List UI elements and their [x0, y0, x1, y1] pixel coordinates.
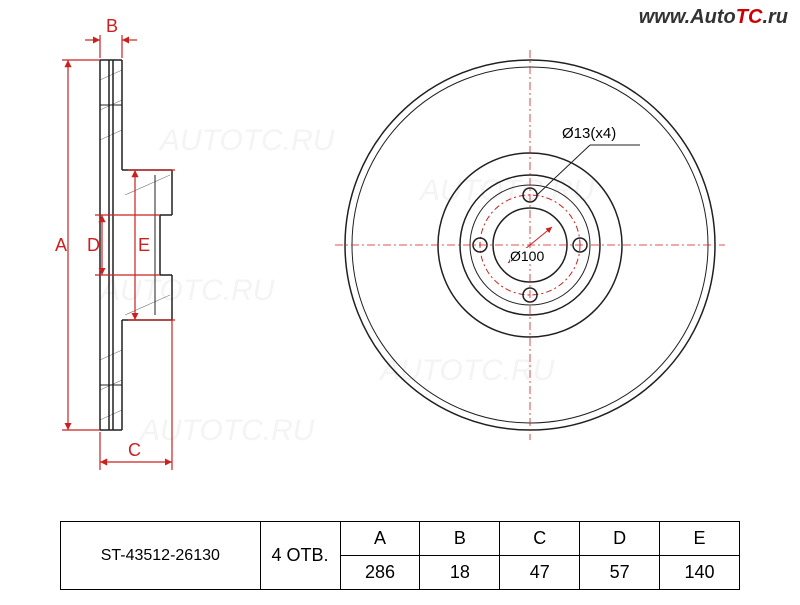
val-c: 47	[500, 556, 580, 590]
svg-text:AUTOTC.RU: AUTOTC.RU	[138, 414, 315, 447]
col-b: B	[420, 522, 500, 556]
val-b: 18	[420, 556, 500, 590]
table-header-row: ST-43512-26130 4 ОТВ. A B C D E	[61, 522, 740, 556]
val-e: 140	[660, 556, 740, 590]
dim-label-a: A	[55, 235, 67, 256]
dimension-table: ST-43512-26130 4 ОТВ. A B C D E 286 18 4…	[60, 521, 740, 590]
svg-text:AUTOTC.RU: AUTOTC.RU	[98, 274, 275, 307]
bolt-hole-callout: Ø13(x4)	[562, 125, 616, 142]
dim-label-b: B	[106, 16, 118, 37]
col-d: D	[580, 522, 660, 556]
val-a: 286	[340, 556, 420, 590]
dim-label-c: C	[128, 440, 141, 461]
svg-text:AUTOTC.RU: AUTOTC.RU	[378, 354, 555, 387]
dim-label-d: D	[87, 235, 100, 256]
col-c: C	[500, 522, 580, 556]
svg-text:AUTOTC.RU: AUTOTC.RU	[158, 124, 335, 157]
holes-count-cell: 4 ОТВ.	[260, 522, 340, 590]
part-number-cell: ST-43512-26130	[61, 522, 261, 590]
val-d: 57	[580, 556, 660, 590]
side-view	[100, 60, 172, 430]
dim-label-e: E	[138, 235, 150, 256]
technical-drawing: AUTOTC.RU AUTOTC.RU AUTOTC.RU AUTOTC.RU …	[0, 0, 800, 600]
bolt-circle-callout: Ø100	[510, 248, 544, 264]
col-e: E	[660, 522, 740, 556]
col-a: A	[340, 522, 420, 556]
